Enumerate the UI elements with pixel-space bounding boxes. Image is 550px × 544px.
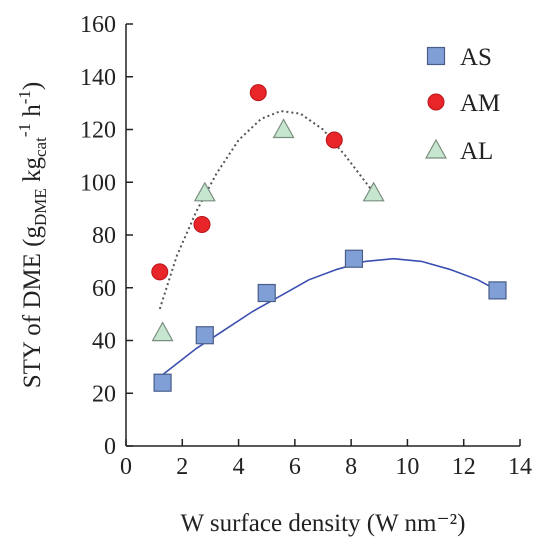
y-title-sup-2: -1 <box>15 90 34 104</box>
data-point-al <box>151 321 174 342</box>
data-points <box>151 84 507 392</box>
data-point-am <box>325 131 343 149</box>
data-point-am <box>151 263 169 281</box>
x-tick-label: 2 <box>176 454 188 480</box>
y-tick-label: 0 <box>104 434 116 460</box>
y-tick-label: 40 <box>92 329 116 355</box>
legend-marker-am <box>427 93 445 111</box>
y-tick-label: 100 <box>80 170 116 196</box>
y-title-sub-cat: cat <box>31 137 50 157</box>
y-title-end: ) <box>19 82 46 90</box>
data-point-as <box>257 283 276 303</box>
legend-label-as: AS <box>460 44 492 71</box>
x-ticks: 0 2 4 6 8 10 12 14 <box>120 439 532 480</box>
data-point-as <box>344 249 364 268</box>
x-axis-title: W surface density (W nm⁻²) <box>181 510 466 537</box>
legend-marker-al <box>424 138 448 159</box>
x-tick-label: 14 <box>508 454 532 480</box>
y-tick-label: 80 <box>92 223 116 249</box>
x-tick-label: 4 <box>233 454 245 480</box>
y-title-main: STY of DME (g <box>19 226 46 389</box>
data-point-as <box>488 281 507 300</box>
x-tick-label: 8 <box>345 454 357 480</box>
x-tick-label: 10 <box>395 454 419 480</box>
y-tick-label: 160 <box>80 12 116 38</box>
data-point-as <box>195 326 214 345</box>
y-tick-label: 60 <box>92 276 116 302</box>
data-point-al <box>272 118 295 139</box>
x-tick-label: 6 <box>289 454 301 480</box>
x-tick-label: 0 <box>120 454 132 480</box>
data-point-am <box>193 215 211 233</box>
fit-curves <box>158 109 498 376</box>
y-title-mid2: h <box>19 104 46 123</box>
data-point-al <box>362 181 385 202</box>
data-point-am <box>249 84 267 102</box>
y-ticks: 0 20 40 60 80 100 120 140 160 <box>80 12 133 460</box>
data-point-al <box>193 181 216 202</box>
plot-area: 0 2 4 6 8 10 12 14 0 20 40 60 80 100 120 140 160 <box>80 12 532 480</box>
y-title-mid: kg <box>19 156 46 188</box>
data-point-as <box>153 373 172 392</box>
y-tick-label: 20 <box>92 381 116 407</box>
y-tick-label: 120 <box>80 118 116 144</box>
y-title-sup-1: -1 <box>15 123 34 137</box>
fit-curve-as <box>162 257 498 376</box>
y-tick-label: 140 <box>80 65 116 91</box>
y-axis-title: STY of DME (gDME kgcat-1 h-1) <box>15 82 50 389</box>
y-title-sub-dme: DME <box>31 188 50 226</box>
legend-label-am: AM <box>460 90 500 117</box>
legend-marker-as <box>426 46 446 66</box>
legend: AS AM AL <box>424 44 500 165</box>
x-tick-label: 12 <box>452 454 476 480</box>
legend-label-al: AL <box>460 138 493 165</box>
